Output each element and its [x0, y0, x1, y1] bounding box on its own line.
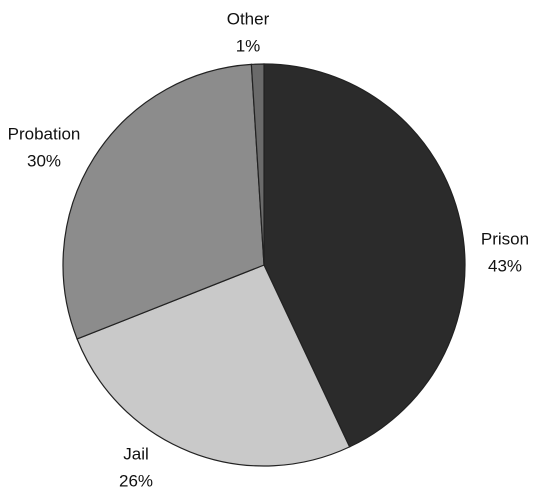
pie-slice [263, 63, 466, 448]
pie-slice [250, 63, 265, 266]
slice-label: Jail [123, 444, 149, 463]
slice-label: Other [227, 9, 270, 28]
pie-slice [62, 63, 265, 340]
slice-value-label: 1% [236, 36, 261, 55]
slice-value-label: 43% [488, 256, 522, 275]
slice-label: Probation [8, 124, 81, 143]
pie-slice [76, 264, 351, 467]
slice-value-label: 30% [27, 151, 61, 170]
slice-label: Prison [481, 229, 529, 248]
slice-value-label: 26% [119, 471, 153, 490]
